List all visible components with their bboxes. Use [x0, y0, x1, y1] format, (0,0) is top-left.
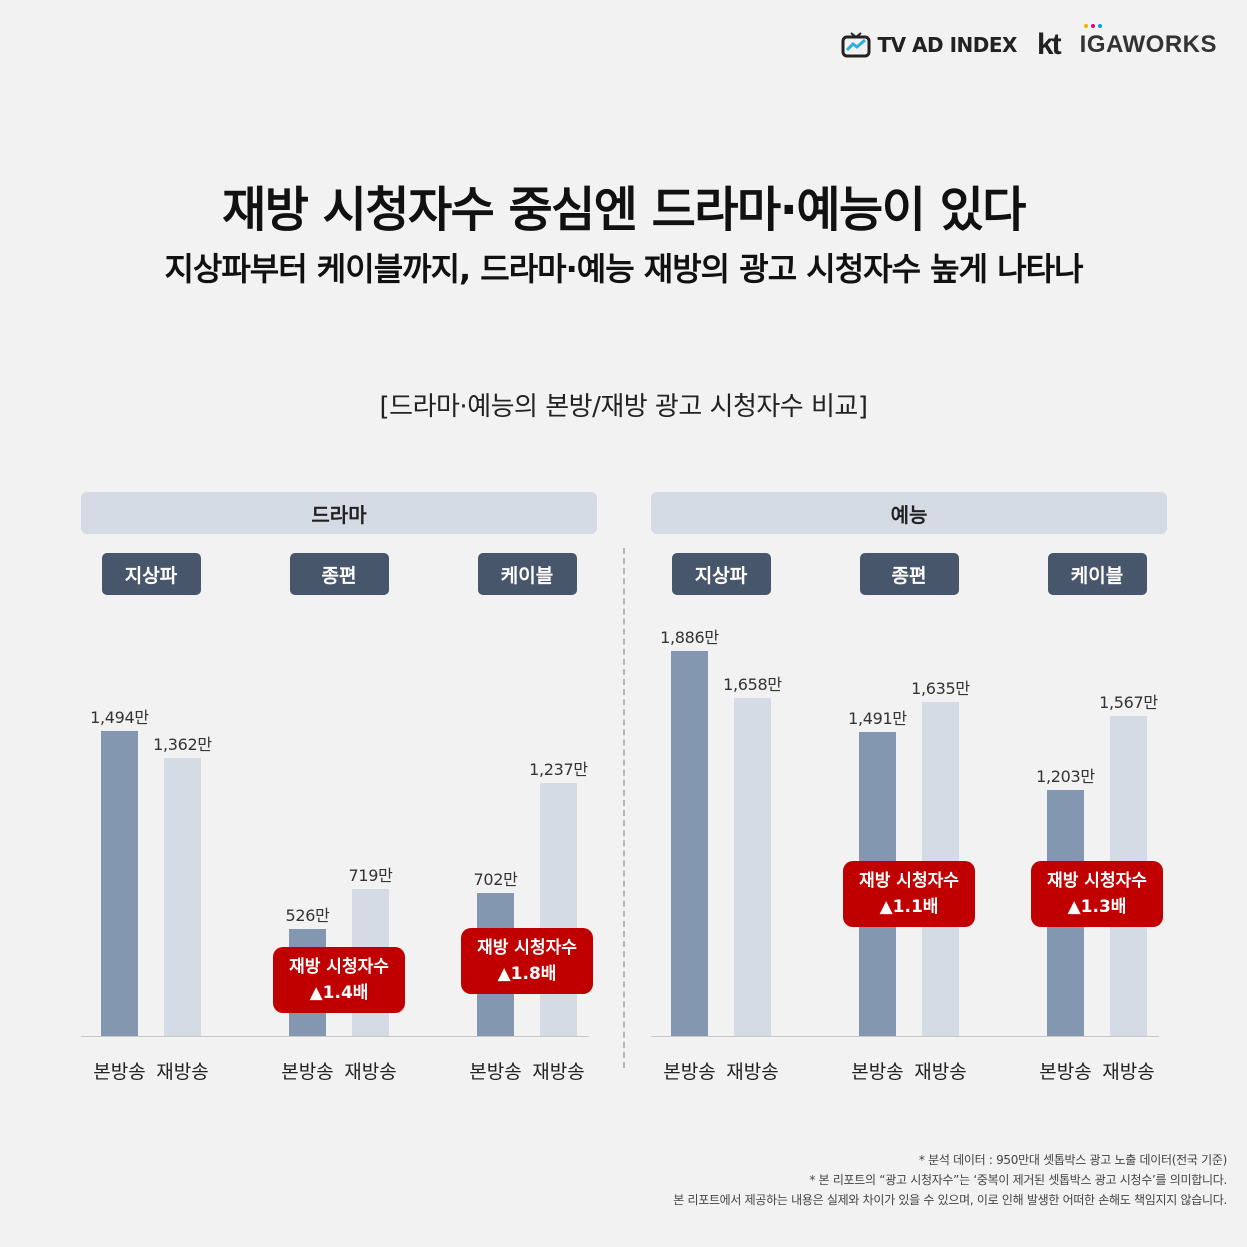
x-axis-label: 재방송: [726, 1061, 779, 1083]
data-label: 719만: [348, 866, 393, 886]
data-label: 1,491만: [848, 708, 907, 728]
chart-baseline: [81, 1036, 589, 1037]
panel-divider: [623, 548, 625, 1068]
rerun-ratio-callout: 재방 시청자수 ▲1.4배: [273, 947, 405, 1013]
chart-baseline: [651, 1036, 1159, 1037]
data-label: 1,362만: [153, 734, 212, 754]
x-axis-label: 재방송: [532, 1061, 585, 1083]
callout-ratio: ▲1.1배: [879, 897, 939, 917]
rerun-ratio-callout: 재방 시청자수 ▲1.8배: [461, 928, 593, 994]
tv-icon: [841, 32, 871, 58]
x-axis-label: 재방송: [344, 1061, 397, 1083]
x-axis-label: 본방송: [851, 1061, 904, 1083]
bar-main-broadcast: [101, 731, 138, 1036]
data-label: 1,886만: [660, 628, 719, 647]
rerun-ratio-callout: 재방 시청자수 ▲1.3배: [1031, 861, 1163, 927]
bar-rerun: [734, 697, 771, 1036]
x-axis-label: 재방송: [1102, 1061, 1155, 1083]
data-label: 526만: [285, 905, 330, 925]
channel-tag: 지상파: [671, 553, 771, 595]
x-axis-label: 본방송: [93, 1061, 146, 1083]
tv-ad-index-logo: TV AD INDEX: [841, 32, 1017, 58]
x-axis-label: 본방송: [1039, 1061, 1092, 1083]
channel-tag: 케이블: [1047, 553, 1147, 595]
x-axis-label: 재방송: [914, 1061, 967, 1083]
page-title: 재방 시청자수 중심엔 드라마·예능이 있다: [222, 182, 1026, 238]
panel-header-drama: 드라마: [81, 492, 597, 534]
x-axis-label: 본방송: [281, 1061, 334, 1083]
callout-text: 재방 시청자수: [477, 938, 577, 958]
channel-tag: 종편: [859, 553, 959, 595]
callout-ratio: ▲1.4배: [309, 983, 369, 1003]
callout-text: 재방 시청자수: [859, 871, 959, 891]
callout-text: 재방 시청자수: [289, 957, 389, 977]
footnote: * 분석 데이터 : 950만대 셋톱박스 광고 노출 데이터(전국 기준): [918, 1153, 1227, 1167]
logo-area: TV AD INDEX kt IGAWORKS: [841, 24, 1217, 62]
channel-tag: 지상파: [101, 553, 201, 595]
bar-main-broadcast: [671, 651, 708, 1036]
page-subtitle: 지상파부터 케이블까지, 드라마·예능 재방의 광고 시청자수 높게 나타나: [164, 250, 1083, 288]
channel-tag: 종편: [289, 553, 389, 595]
data-label: 1,567만: [1099, 693, 1158, 713]
callout-ratio: ▲1.8배: [497, 964, 557, 984]
x-axis-label: 재방송: [156, 1061, 209, 1083]
data-label: 1,237만: [529, 760, 588, 780]
rerun-ratio-callout: 재방 시청자수 ▲1.1배: [843, 861, 975, 927]
footnote: * 본 리포트의 “광고 시청자수”는 ‘중복이 제거된 셋톱박스 광고 시청수…: [809, 1173, 1227, 1187]
x-axis-label: 본방송: [663, 1061, 716, 1083]
footnotes: * 분석 데이터 : 950만대 셋톱박스 광고 노출 데이터(전국 기준) *…: [673, 1150, 1227, 1210]
igaworks-dots-icon: [1083, 24, 1105, 28]
callout-ratio: ▲1.3배: [1067, 897, 1127, 917]
data-label: 702만: [473, 869, 518, 889]
data-label: 1,635만: [911, 679, 970, 699]
data-label: 1,658만: [723, 674, 782, 694]
bar-rerun: [164, 757, 201, 1036]
bar-rerun: [540, 783, 577, 1036]
kt-logo: kt: [1036, 28, 1062, 61]
chart-title: [드라마·예능의 본방/재방 광고 시청자수 비교]: [379, 392, 868, 422]
panel-header-variety: 예능: [651, 492, 1167, 534]
data-label: 1,494만: [90, 708, 149, 728]
callout-text: 재방 시청자수: [1047, 871, 1147, 891]
data-label: 1,203만: [1036, 767, 1095, 787]
footnote: 본 리포트에서 제공하는 내용은 실제와 차이가 있을 수 있으며, 이로 인해…: [673, 1193, 1227, 1207]
igaworks-logo: IGAWORKS: [1080, 24, 1217, 59]
channel-tag: 케이블: [477, 553, 577, 595]
x-axis-label: 본방송: [469, 1061, 522, 1083]
